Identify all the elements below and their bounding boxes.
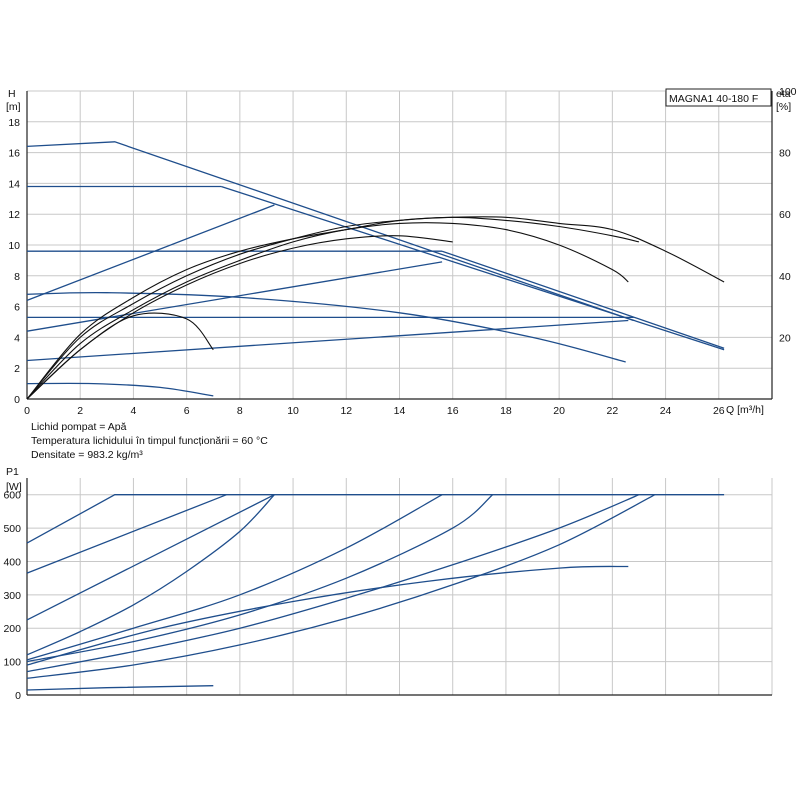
efficiency-curve-2 <box>26 222 629 400</box>
power-curve-2 <box>26 494 275 621</box>
efficiency-curve-1 <box>26 216 640 400</box>
model-label-box <box>665 88 772 107</box>
power-chart-axes <box>26 478 772 696</box>
power-curve-4 <box>26 494 443 661</box>
flow-tick-label: 26 <box>713 405 725 417</box>
flow-tick-label: 20 <box>553 405 565 417</box>
efficiency-curve-0 <box>26 216 725 400</box>
eta-axis-label: eta <box>776 88 791 100</box>
power-tick-label: 100 <box>3 657 21 669</box>
power-tick-label: 200 <box>3 623 21 635</box>
power-curve-0 <box>26 494 725 544</box>
power-curve-9 <box>26 685 214 691</box>
flow-tick-label: 2 <box>77 405 83 417</box>
flow-tick-label: 10 <box>287 405 299 417</box>
power-axis-label: P1 <box>6 466 19 478</box>
head-tick-label: 6 <box>14 302 20 314</box>
eta-tick-label: 20 <box>779 332 791 344</box>
flow-tick-label: 18 <box>500 405 512 417</box>
eta-tick-label: 100 <box>779 86 797 98</box>
head-tick-label: 16 <box>8 148 20 160</box>
eta-axis-unit: [%] <box>776 101 791 113</box>
power-axis-unit: [W] <box>6 481 22 493</box>
flow-tick-label: 0 <box>24 405 30 417</box>
head-tick-label: 8 <box>14 271 20 283</box>
eta-tick-label: 40 <box>779 271 791 283</box>
head-curve-5 <box>26 382 214 397</box>
head-tick-label: 4 <box>14 332 20 344</box>
note-liquid: Lichid pompat = Apă <box>31 421 127 433</box>
power-tick-label: 300 <box>3 590 21 602</box>
head-tick-label: 2 <box>14 363 20 375</box>
power-chart-ticks: 0 100 200 300 400 500 600 <box>3 490 21 702</box>
power-curve-6 <box>26 565 629 666</box>
model-title: MAGNA1 40-180 F <box>669 93 758 105</box>
power-chart-grid <box>26 478 773 696</box>
head-axis-unit: [m] <box>6 101 21 113</box>
head-tick-label: 18 <box>8 117 20 129</box>
flow-axis-label: Q [m³/h] <box>726 404 764 416</box>
head-curve-8 <box>26 319 629 362</box>
power-curve-1 <box>26 494 227 574</box>
power-curve-3 <box>26 494 275 656</box>
power-curve-8 <box>26 494 656 679</box>
power-tick-label: 0 <box>15 690 21 702</box>
note-temperature: Temperatura lichidului în timpul funcțio… <box>31 435 268 447</box>
flow-tick-label: 22 <box>607 405 619 417</box>
head-curve-4 <box>26 291 626 363</box>
power-curve-5 <box>26 494 494 663</box>
flow-tick-label: 12 <box>340 405 352 417</box>
power-tick-label: 600 <box>3 490 21 502</box>
eta-tick-label: 60 <box>779 209 791 221</box>
head-chart-axes <box>26 91 773 400</box>
head-chart-ticks: 0 2 4 6 8 10 12 14 16 18 20 22 24 2602468101214161820… <box>8 86 796 417</box>
head-tick-label: 10 <box>8 240 20 252</box>
efficiency-curves <box>26 216 725 400</box>
head-tick-label: 12 <box>8 209 20 221</box>
head-curve-0 <box>26 141 634 322</box>
eta-tick-label: 80 <box>779 148 791 160</box>
head-tick-label: 0 <box>14 394 20 406</box>
flow-tick-label: 16 <box>447 405 459 417</box>
flow-tick-label: 4 <box>131 405 137 417</box>
head-curves <box>26 141 725 397</box>
head-curve-9 <box>220 185 725 351</box>
flow-tick-label: 8 <box>237 405 243 417</box>
efficiency-curve-4 <box>26 312 214 400</box>
flow-tick-label: 6 <box>184 405 190 417</box>
head-curve-7 <box>26 261 443 332</box>
head-tick-label: 14 <box>8 178 20 190</box>
head-curve-10 <box>441 250 725 349</box>
power-curve-7 <box>26 494 640 673</box>
power-tick-label: 500 <box>3 523 21 535</box>
flow-tick-label: 14 <box>394 405 406 417</box>
flow-tick-label: 24 <box>660 405 672 417</box>
head-axis-label: H <box>8 88 16 100</box>
power-tick-label: 400 <box>3 556 21 568</box>
head-curve-6 <box>26 204 275 302</box>
note-density: Densitate = 983.2 kg/m³ <box>31 449 143 461</box>
power-curves <box>26 494 725 691</box>
